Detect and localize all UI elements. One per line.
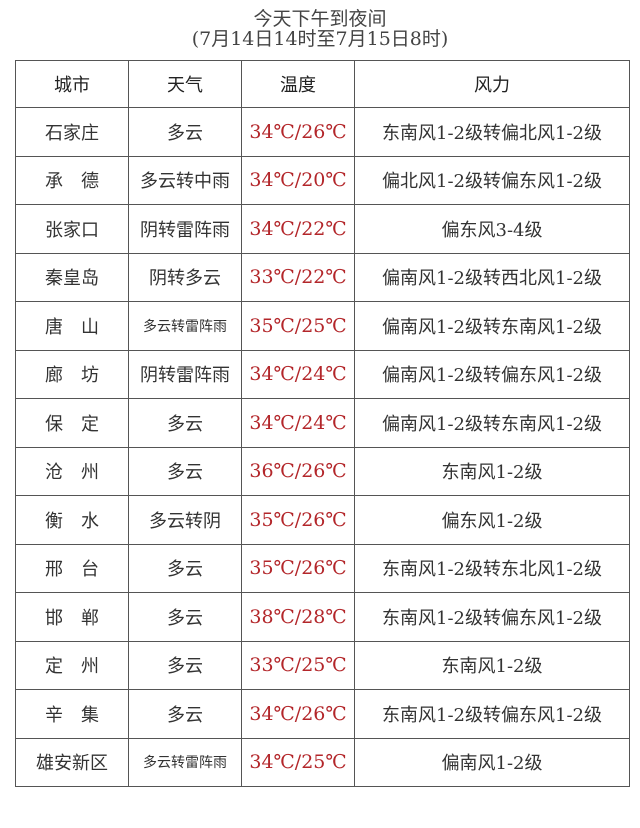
weather-cell: 阴转雷阵雨 <box>128 204 242 254</box>
table-row: 唐 山多云转雷阵雨 35℃/25℃ 偏南风1-2级转东南风1-2级 <box>15 301 630 351</box>
table-row: 保 定多云 34℃/24℃ 偏南风1-2级转东南风1-2级 <box>15 398 630 448</box>
temperature-cell: 35℃/25℃ <box>241 301 355 351</box>
city-cell: 沧 州 <box>15 446 129 496</box>
header-wind: 风力 <box>354 60 630 108</box>
weather-cell: 多云 <box>128 592 242 642</box>
city-cell: 廊 坊 <box>15 349 129 399</box>
table-row: 秦皇岛 阴转多云 33℃/22℃ 偏南风1-2级转西北风1-2级 <box>15 252 630 302</box>
city-cell: 唐 山 <box>15 301 129 351</box>
temperature-cell: 34℃/25℃ <box>241 737 355 787</box>
weather-cell: 阴转雷阵雨 <box>128 349 242 399</box>
header-city: 城市 <box>15 60 129 108</box>
temperature-cell: 34℃/26℃ <box>241 689 355 739</box>
table-row: 雄安新区 多云转雷阵雨 34℃/25℃ 偏南风1-2级 <box>15 737 630 787</box>
temperature-cell: 34℃/24℃ <box>241 398 355 448</box>
wind-cell: 东南风1-2级 <box>354 446 630 496</box>
table-row: 衡 水多云转阴 35℃/26℃ 偏东风1-2级 <box>15 495 630 545</box>
wind-cell: 偏南风1-2级转东南风1-2级 <box>354 301 630 351</box>
city-cell: 张家口 <box>15 204 129 254</box>
wind-cell: 偏南风1-2级转东南风1-2级 <box>354 398 630 448</box>
wind-cell: 偏北风1-2级转偏东风1-2级 <box>354 155 630 205</box>
weather-cell: 多云 <box>128 640 242 690</box>
page-title: 今天下午到夜间 <box>253 8 387 30</box>
table-row: 张家口 阴转雷阵雨 34℃/22℃ 偏东风3-4级 <box>15 204 630 254</box>
temperature-cell: 33℃/25℃ <box>241 640 355 690</box>
table-row: 廊 坊阴转雷阵雨 34℃/24℃ 偏南风1-2级转偏东风1-2级 <box>15 349 630 399</box>
temperature-cell: 33℃/22℃ <box>241 252 355 302</box>
weather-cell: 多云 <box>128 446 242 496</box>
weather-table: 城市 天气 温度 风力 石家庄 多云 34℃/26℃ 东南风1-2级转偏北风1-2级承… <box>15 60 630 787</box>
wind-cell: 偏东风3-4级 <box>354 204 630 254</box>
city-cell: 衡 水 <box>15 495 129 545</box>
city-cell: 承 德 <box>15 155 129 205</box>
header-weather: 天气 <box>128 60 242 108</box>
temperature-cell: 34℃/26℃ <box>241 107 355 157</box>
page-subtitle: (7月14日14时至7月15日8时) <box>191 28 449 50</box>
wind-cell: 东南风1-2级 <box>354 640 630 690</box>
weather-cell: 多云 <box>128 543 242 593</box>
table-row: 沧 州多云 36℃/26℃ 东南风1-2级 <box>15 446 630 496</box>
weather-cell: 多云转阴 <box>128 495 242 545</box>
temperature-cell: 35℃/26℃ <box>241 543 355 593</box>
weather-cell: 多云 <box>128 398 242 448</box>
table-header-row: 城市 天气 温度 风力 <box>15 60 630 108</box>
temperature-cell: 36℃/26℃ <box>241 446 355 496</box>
table-row: 定 州多云 33℃/25℃ 东南风1-2级 <box>15 640 630 690</box>
temperature-cell: 34℃/20℃ <box>241 155 355 205</box>
wind-cell: 偏南风1-2级 <box>354 737 630 787</box>
wind-cell: 偏南风1-2级转偏东风1-2级 <box>354 349 630 399</box>
weather-cell: 多云 <box>128 107 242 157</box>
wind-cell: 东南风1-2级转偏东风1-2级 <box>354 689 630 739</box>
city-cell: 雄安新区 <box>15 737 129 787</box>
table-row: 邢 台多云 35℃/26℃ 东南风1-2级转东北风1-2级 <box>15 543 630 593</box>
city-cell: 保 定 <box>15 398 129 448</box>
wind-cell: 偏东风1-2级 <box>354 495 630 545</box>
city-cell: 秦皇岛 <box>15 252 129 302</box>
temperature-cell: 38℃/28℃ <box>241 592 355 642</box>
header-temperature: 温度 <box>241 60 355 108</box>
weather-cell: 多云 <box>128 689 242 739</box>
table-row: 承 德多云转中雨 34℃/20℃ 偏北风1-2级转偏东风1-2级 <box>15 155 630 205</box>
table-row: 石家庄 多云 34℃/26℃ 东南风1-2级转偏北风1-2级 <box>15 107 630 157</box>
weather-cell: 多云转中雨 <box>128 155 242 205</box>
city-cell: 辛 集 <box>15 689 129 739</box>
city-cell: 邯 郸 <box>15 592 129 642</box>
weather-cell: 多云转雷阵雨 <box>128 301 242 351</box>
city-cell: 邢 台 <box>15 543 129 593</box>
wind-cell: 东南风1-2级转偏东风1-2级 <box>354 592 630 642</box>
temperature-cell: 34℃/22℃ <box>241 204 355 254</box>
city-cell: 石家庄 <box>15 107 129 157</box>
wind-cell: 偏南风1-2级转西北风1-2级 <box>354 252 630 302</box>
wind-cell: 东南风1-2级转东北风1-2级 <box>354 543 630 593</box>
weather-cell: 多云转雷阵雨 <box>128 737 242 787</box>
temperature-cell: 35℃/26℃ <box>241 495 355 545</box>
wind-cell: 东南风1-2级转偏北风1-2级 <box>354 107 630 157</box>
temperature-cell: 34℃/24℃ <box>241 349 355 399</box>
table-row: 邯 郸多云 38℃/28℃ 东南风1-2级转偏东风1-2级 <box>15 592 630 642</box>
weather-cell: 阴转多云 <box>128 252 242 302</box>
city-cell: 定 州 <box>15 640 129 690</box>
table-row: 辛 集多云 34℃/26℃ 东南风1-2级转偏东风1-2级 <box>15 689 630 739</box>
